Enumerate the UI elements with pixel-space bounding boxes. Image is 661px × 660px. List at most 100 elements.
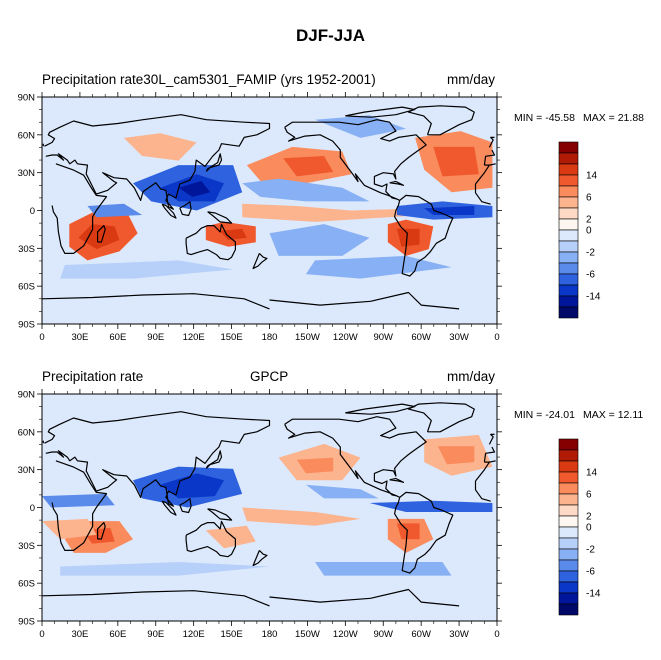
coastline [161, 203, 177, 219]
panel1-units: mm/day [447, 72, 496, 87]
contour-fill [269, 224, 370, 256]
lon-label: 90W [373, 629, 393, 640]
coastline [394, 491, 454, 574]
map-panel-2: 0 30E 60E 90E 120E 150E 180 150W 120W 90W 60W 30W 09… [18, 389, 601, 640]
colorbar-box [558, 196, 579, 209]
coastline [205, 153, 223, 172]
contour-fill [315, 562, 452, 576]
colorbar-box [558, 570, 579, 583]
lat-label: 90S [18, 320, 35, 331]
coastline [483, 149, 496, 166]
contour-fill [42, 493, 115, 508]
contour-fill [205, 525, 256, 549]
coastline [42, 293, 270, 310]
coastline [488, 136, 495, 148]
coastline [407, 105, 475, 136]
colorbar-box [558, 295, 579, 308]
colorbar-box [558, 493, 579, 506]
colorbar-box [558, 185, 579, 198]
colorbar-box [558, 284, 579, 297]
colorbar-box [558, 548, 579, 561]
contour-fill [42, 518, 97, 540]
lon-label: 180 [262, 332, 278, 343]
colorbar-label: -14 [586, 589, 601, 600]
panel2-center-title: GPCP [250, 369, 289, 384]
contour-fill [437, 446, 475, 465]
contour-fill [87, 203, 143, 218]
colorbar-box [558, 504, 579, 517]
panel2-units: mm/day [447, 369, 496, 384]
coastline [345, 403, 416, 415]
lon-label: 30E [71, 629, 88, 640]
lat-label: 60N [18, 427, 36, 438]
coastline [207, 508, 233, 521]
map-panel-1: 0 30E 60E 90E 120E 150E 180 150W 120W 90W 60W 30W 09… [18, 92, 601, 343]
lon-label: 90E [147, 629, 164, 640]
lat-label: 30N [18, 465, 36, 476]
lon-label: 120W [333, 629, 358, 640]
lon-label: 30W [449, 332, 469, 343]
contour-fill [242, 178, 370, 202]
colorbar-box [558, 537, 579, 550]
colorbar-box [558, 229, 579, 242]
contour-fill [178, 181, 211, 197]
colorbar-box [558, 526, 579, 539]
colorbar-label: 14 [586, 171, 598, 182]
lat-label: 60S [18, 579, 35, 590]
colorbar-box [558, 559, 579, 572]
lon-label: 150W [295, 629, 320, 640]
contour-fill [60, 562, 270, 576]
lon-label: 90E [147, 332, 164, 343]
colorbar-box [558, 482, 579, 495]
colorbar-label: 14 [586, 468, 598, 479]
coastline [394, 194, 454, 277]
contour-fill [396, 523, 420, 540]
coastline [207, 211, 233, 224]
contour-fill [433, 146, 479, 177]
coastline [96, 521, 106, 540]
contour-fill [242, 507, 361, 526]
colorbar-box [558, 251, 579, 264]
panel1-left-title: Precipitation rate30L_cam5301_FAMIP (yrs… [42, 72, 376, 87]
coastline [269, 588, 460, 607]
coastline [389, 180, 405, 186]
colorbar-box [558, 460, 579, 473]
lat-label: 30S [18, 541, 35, 552]
lon-label: 180 [262, 629, 278, 640]
coastline [179, 498, 192, 514]
lon-label: 0 [494, 332, 499, 343]
coastline [475, 461, 490, 482]
contour-fill [305, 484, 379, 499]
lon-label: 90W [373, 332, 393, 343]
panel1-max-label: MAX = 21.88 [583, 112, 644, 124]
coastline [345, 106, 416, 118]
colorbar-1: 14 6 20 -2 -6 -14 [558, 141, 601, 319]
figure-title: DJF-JJA [296, 26, 365, 45]
lon-label: 60W [411, 332, 431, 343]
lon-label: 120W [333, 332, 358, 343]
lat-label: 90N [18, 390, 36, 401]
colorbar-label: 2 [586, 215, 592, 226]
lat-label: 60S [18, 282, 35, 293]
lon-label: 0 [39, 332, 44, 343]
lat-label: 90N [18, 93, 36, 104]
lon-label: 150E [220, 629, 242, 640]
contour-fill [369, 500, 493, 512]
contour-fill [283, 156, 334, 177]
colorbar-box [558, 438, 579, 451]
colorbar-box [558, 273, 579, 286]
coastline [483, 446, 496, 463]
panel2-max-label: MAX = 12.11 [583, 409, 644, 421]
lon-label: 30W [449, 629, 469, 640]
coastline [474, 184, 491, 205]
contour-fill [78, 224, 120, 250]
coastline [42, 590, 270, 607]
coastline [484, 460, 496, 463]
colorbar-box [558, 471, 579, 484]
contour-fill [242, 203, 425, 222]
colorbar-box [558, 240, 579, 253]
colorbar-label: -6 [586, 270, 595, 281]
colorbar-label: -14 [586, 292, 601, 303]
lat-label: 0 [30, 503, 35, 514]
